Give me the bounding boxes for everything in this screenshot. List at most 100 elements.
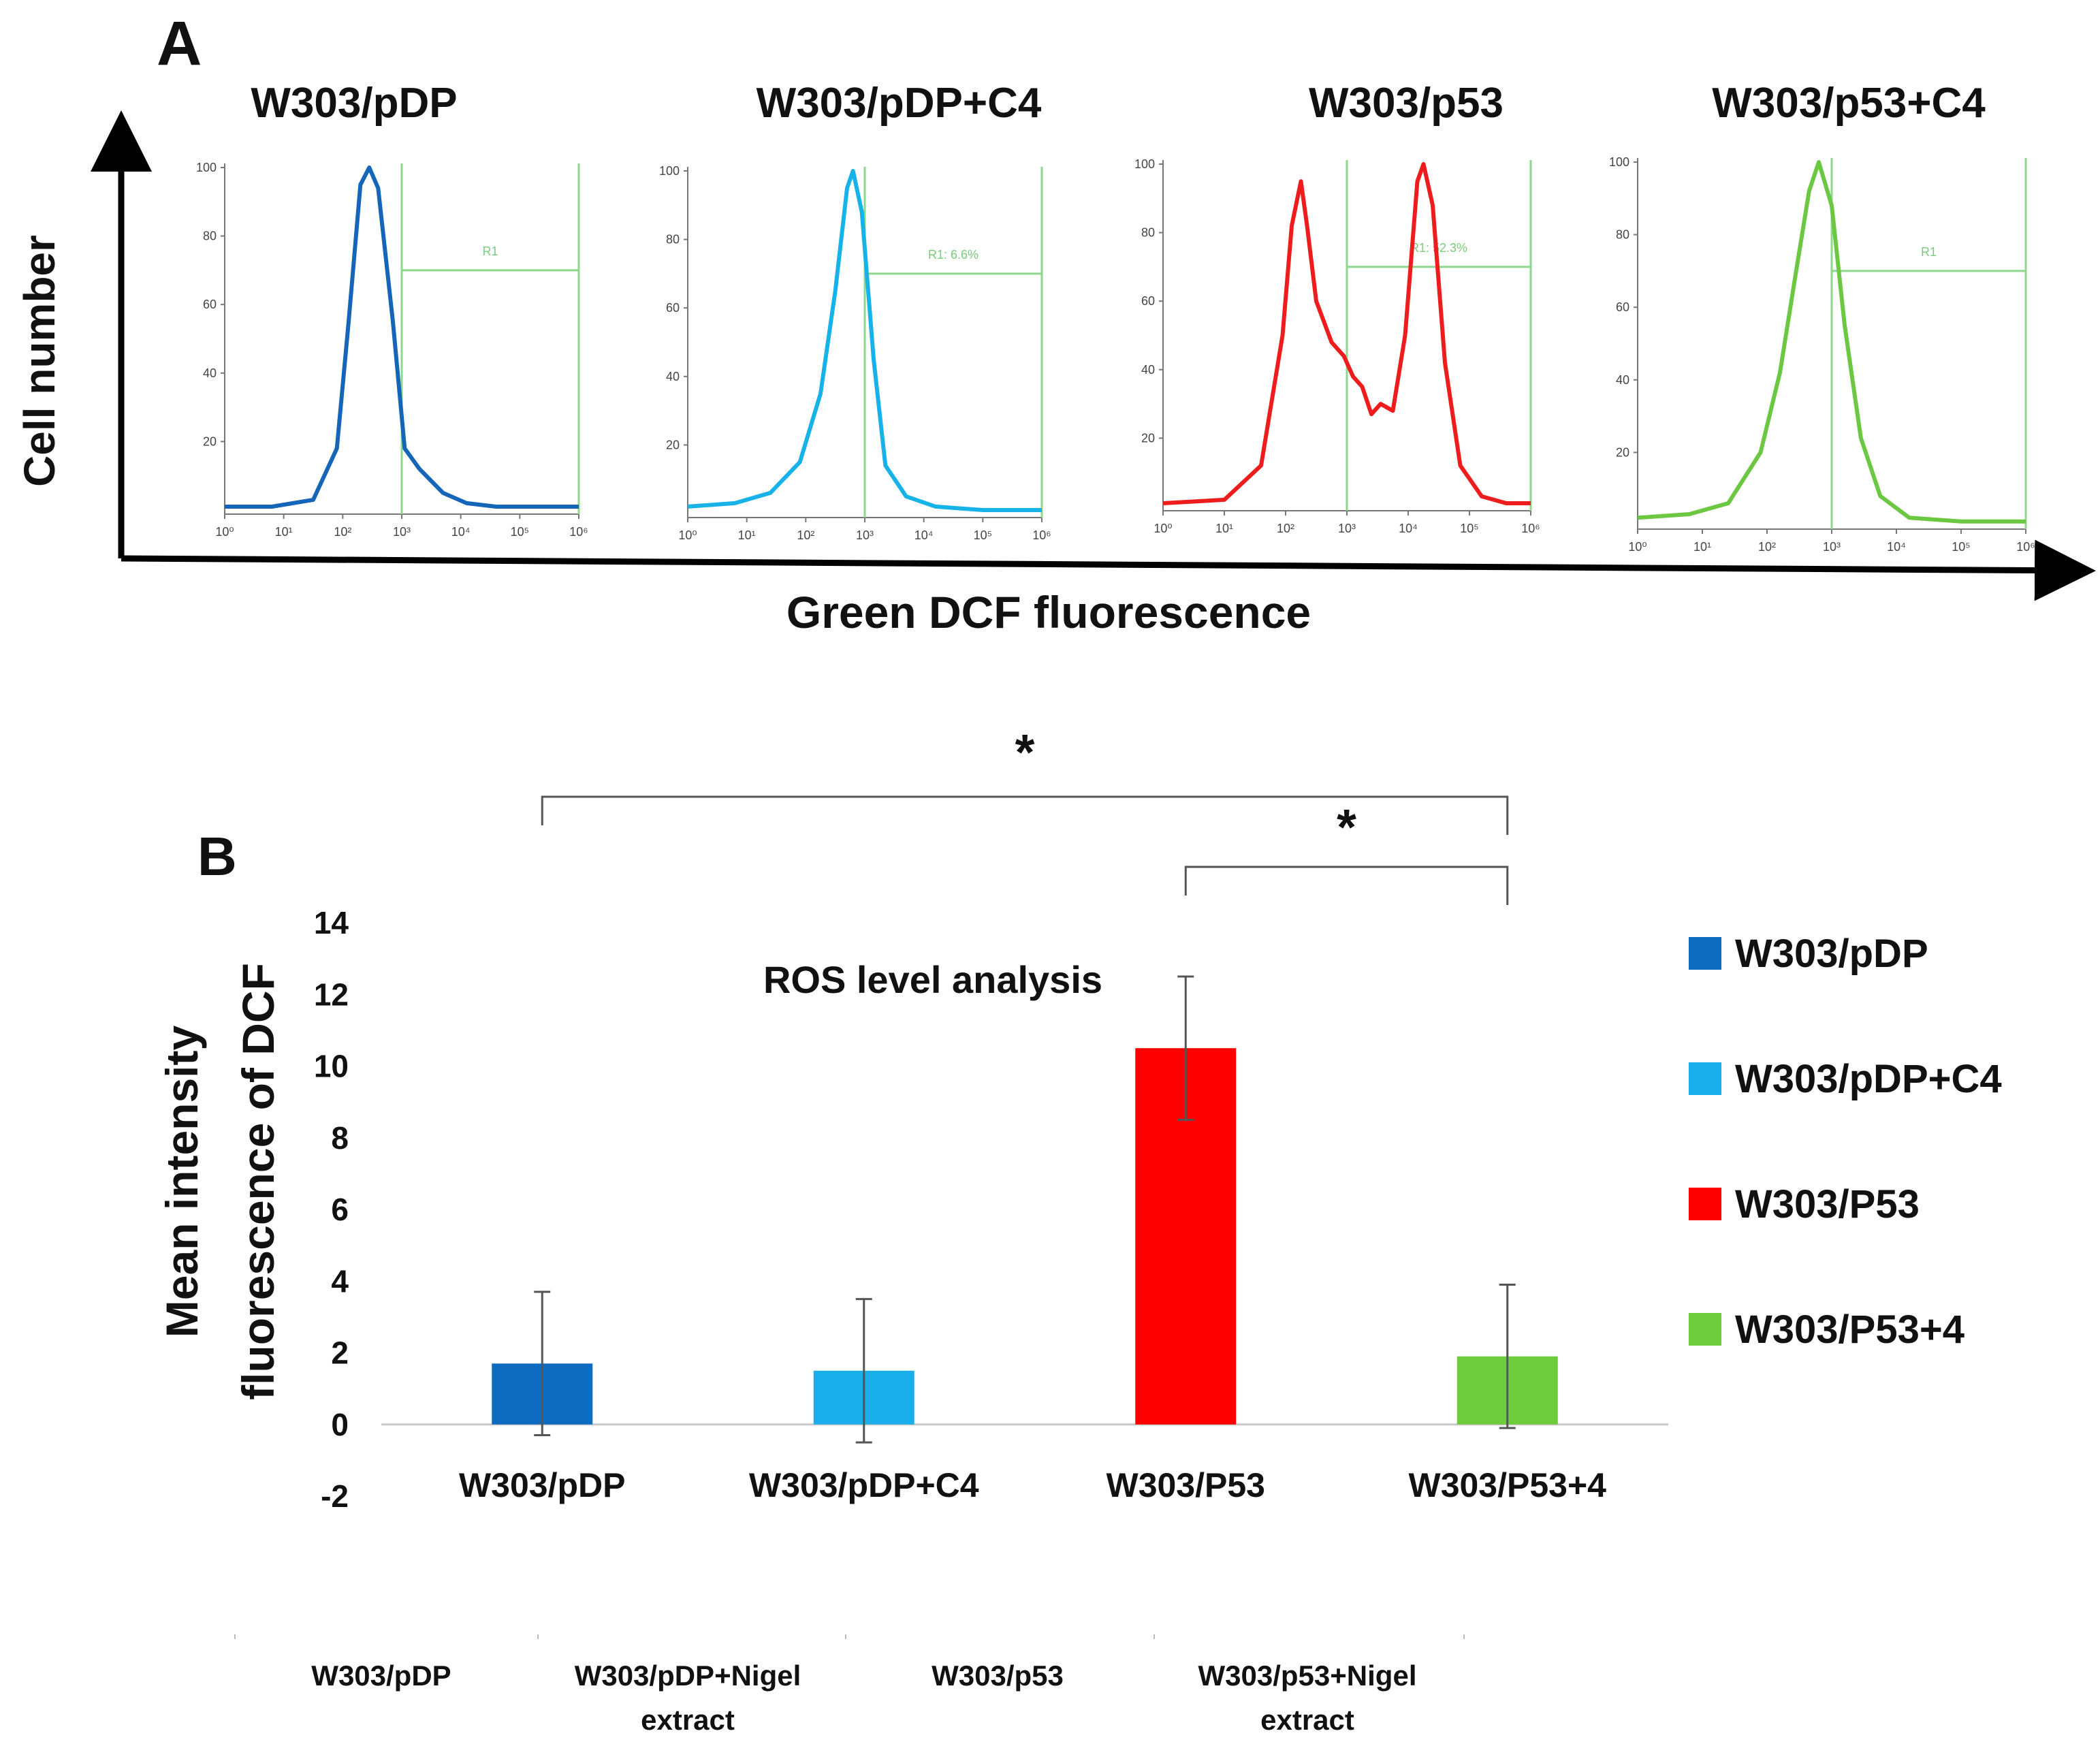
histogram-y-tick-label: 60 (1616, 300, 1629, 314)
histogram-y-tick-label: 80 (666, 233, 680, 247)
histogram-y-tick-label: 100 (196, 161, 217, 174)
y-tick-label: 0 (331, 1407, 349, 1442)
histogram-y-tick-label: 20 (666, 438, 680, 451)
legend-swatch-4 (1689, 1313, 1721, 1346)
footer-label-line1: W303/p53 (932, 1660, 1064, 1692)
histogram-title: W303/p53+C4 (1712, 80, 1986, 127)
y-tick-label: 14 (314, 905, 349, 940)
histogram-x-tick-label: 10⁴ (1399, 522, 1418, 535)
histogram-x-tick-label: 10⁵ (511, 525, 529, 539)
histogram-x-tick-label: 10² (334, 525, 351, 539)
histogram-x-tick-label: 10³ (393, 525, 411, 539)
histogram-x-tick-label: 10⁰ (678, 528, 697, 542)
panel-a-histograms: W303/pDP 20 40 60 80 100 10⁰ 10¹ 10² 10³ 10⁴ 10⁵ 10⁶… (196, 80, 2035, 554)
histogram-1: W303/pDP 20 40 60 80 100 10⁰ 10¹ 10² 10³ 10⁴ 10⁵ 10⁶… (196, 80, 588, 539)
histogram-x-tick-label: 10² (1758, 540, 1776, 554)
x-category-label: W303/P53+4 (1409, 1466, 1607, 1504)
histogram-x-tick-label: 10² (797, 528, 814, 542)
histogram-x-tick-label: 10⁶ (2016, 540, 2035, 554)
histogram-y-tick-label: 100 (1609, 155, 1629, 169)
panel-b-label: B (197, 826, 237, 887)
histogram-y-tick-label: 80 (1141, 226, 1155, 240)
histogram-x-tick-label: 10⁶ (1521, 522, 1540, 535)
histogram-x-tick-label: 10⁶ (1032, 528, 1051, 542)
histogram-y-tick-label: 40 (203, 366, 217, 380)
legend-swatch-1 (1689, 937, 1721, 970)
gate-label: R1 (482, 244, 498, 258)
histogram-y-tick-label: 80 (203, 229, 217, 243)
histogram-x-tick-label: 10⁴ (451, 525, 471, 539)
histogram-x-tick-label: 10¹ (275, 525, 293, 539)
histogram-y-tick-label: 60 (203, 298, 217, 311)
panel-a-x-arrow (121, 539, 2096, 601)
histogram-curve (1637, 160, 2026, 524)
y-tick-label: 8 (331, 1120, 349, 1156)
legend-label: W303/P53+4 (1735, 1307, 1964, 1352)
significance-bracket-1 (541, 795, 1509, 835)
y-tick-label: 4 (331, 1263, 349, 1299)
y-axis-label-line1: Mean intensity (157, 1026, 207, 1338)
histogram-x-tick-label: 10⁶ (569, 525, 588, 539)
footer-label-line1: W303/pDP+Nigel (575, 1660, 801, 1692)
panel-b-chart: -2 0 2 4 6 8 10 12 14 W303/pDP W303/pDP+C4 W303/P53… (234, 724, 2002, 1736)
histogram-y-tick-label: 60 (666, 301, 680, 315)
histogram-curve (1162, 162, 1531, 505)
histogram-x-tick-label: 10⁰ (1154, 522, 1172, 535)
significance-marker: * (1337, 799, 1356, 855)
histogram-3: W303/p53 20 40 60 80 100 10⁰ 10¹ 10² 10³ 10⁴ 10⁵ 10⁶… (1134, 80, 1540, 535)
x-category-label: W303/pDP (459, 1466, 626, 1504)
y-tick-label: 2 (331, 1335, 349, 1371)
y-tick-label: 12 (314, 977, 349, 1012)
legend-swatch-2 (1689, 1062, 1721, 1095)
panel-a-x-axis-label: Green DCF fluorescence (786, 587, 1311, 637)
histogram-x-tick-label: 10¹ (1693, 540, 1711, 554)
histogram-y-tick-label: 20 (1616, 445, 1629, 459)
legend-label: W303/pDP+C4 (1735, 1057, 2002, 1101)
histogram-title: W303/pDP+C4 (757, 80, 1042, 127)
footer-label-line2: extract (1260, 1704, 1354, 1736)
histogram-x-tick-label: 10¹ (1215, 522, 1233, 535)
chart-title: ROS level analysis (763, 958, 1102, 1001)
histogram-y-tick-label: 20 (1141, 431, 1155, 445)
y-tick-label: 6 (331, 1192, 349, 1227)
gate-label: R1 (1921, 245, 1937, 259)
histogram-x-tick-label: 10⁵ (974, 528, 992, 542)
legend-label: W303/pDP (1735, 932, 1928, 976)
y-axis-label-line2: fluorescence of DCF (233, 963, 283, 1400)
histogram-2: W303/pDP+C4 20 40 60 80 100 10⁰ 10¹ 10² 10³ 10⁴ 10⁵… (659, 80, 1051, 542)
histogram-y-tick-label: 100 (1134, 157, 1155, 171)
gate-label: R1: 52.3% (1410, 241, 1467, 255)
footer-label-line2: extract (641, 1704, 735, 1736)
significance-marker: * (1015, 724, 1035, 780)
histogram-y-tick-label: 80 (1616, 228, 1629, 242)
histogram-x-tick-label: 10⁵ (1952, 540, 1970, 554)
panel-a-label: A (157, 9, 202, 78)
legend-swatch-3 (1689, 1188, 1721, 1220)
histogram-x-tick-label: 10⁴ (914, 528, 934, 542)
gate-label: R1: 6.6% (928, 248, 979, 261)
histogram-x-tick-label: 10⁵ (1460, 522, 1478, 535)
histogram-y-tick-label: 40 (666, 370, 680, 383)
histogram-x-tick-label: 10⁴ (1887, 540, 1906, 554)
significance-bracket-2 (1184, 866, 1509, 905)
histogram-x-tick-label: 10⁰ (215, 525, 234, 539)
histogram-y-tick-label: 40 (1616, 373, 1629, 387)
panel-a-y-axis-label: Cell number (15, 235, 64, 487)
histogram-title: W303/p53 (1309, 80, 1504, 127)
histogram-y-tick-label: 40 (1141, 363, 1155, 377)
histogram-x-tick-label: 10⁰ (1628, 540, 1646, 554)
x-category-label: W303/P53 (1107, 1466, 1265, 1504)
histogram-x-tick-label: 10¹ (738, 528, 756, 542)
histogram-y-tick-label: 100 (659, 164, 680, 178)
footer-label-line1: W303/pDP (311, 1660, 451, 1692)
footer-label-line1: W303/p53+Nigel (1198, 1660, 1417, 1692)
histogram-title: W303/pDP (251, 80, 457, 127)
histogram-curve (687, 169, 1042, 512)
histogram-y-tick-label: 20 (203, 434, 217, 448)
y-tick-label: 10 (314, 1049, 349, 1084)
x-category-label: W303/pDP+C4 (749, 1466, 979, 1504)
legend-label: W303/P53 (1735, 1182, 1920, 1226)
histogram-x-tick-label: 10³ (1338, 522, 1356, 535)
